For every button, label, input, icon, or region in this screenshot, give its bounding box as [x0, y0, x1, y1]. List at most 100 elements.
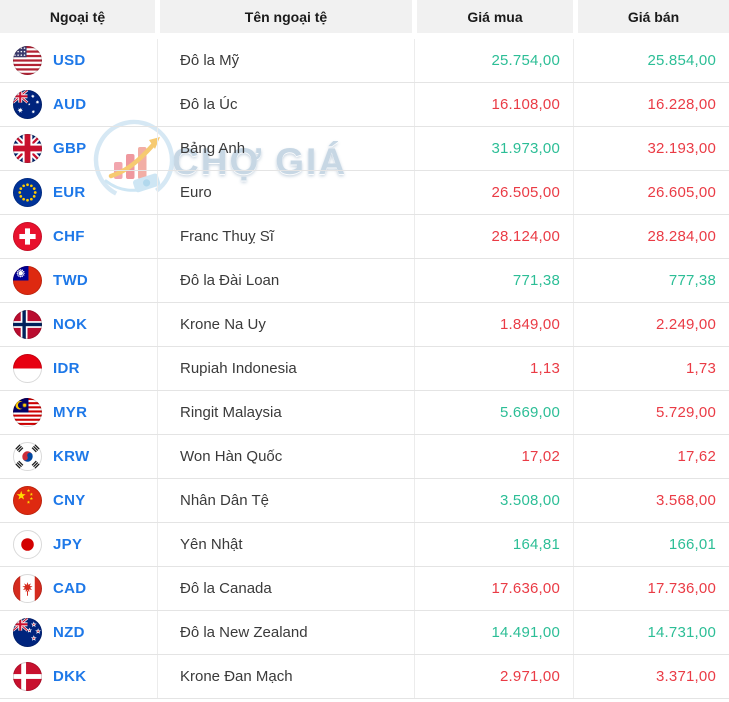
table-row: KRW Won Hàn Quốc 17,02 17,62	[0, 435, 729, 479]
sell-price: 3.568,00	[656, 492, 716, 509]
sell-price: 25.854,00	[647, 52, 716, 69]
sell-price: 17,62	[677, 448, 716, 465]
table-row: JPY Yên Nhật 164,81 166,01	[0, 523, 729, 567]
header-buy-price: Giá mua	[417, 0, 573, 33]
currency-cell: AUD	[0, 83, 158, 126]
flag-eur-icon	[13, 178, 42, 207]
currency-name: Đô la Úc	[158, 83, 415, 126]
currency-code-link[interactable]: CHF	[53, 228, 85, 245]
currency-name: Krone Na Uy	[158, 303, 415, 346]
buy-price: 3.508,00	[415, 479, 574, 522]
currency-name: Bảng Anh	[158, 127, 415, 170]
sell-price: 32.193,00	[647, 140, 716, 157]
currency-name: Rupiah Indonesia	[158, 347, 415, 390]
currency-cell: CAD	[0, 567, 158, 610]
currency-cell: GBP	[0, 127, 158, 170]
currency-name: Franc Thuỵ Sĩ	[158, 215, 415, 258]
flag-chf-icon	[13, 222, 42, 251]
currency-code-link[interactable]: IDR	[53, 360, 80, 377]
table-row: NOK Krone Na Uy 1.849,00 2.249,00	[0, 303, 729, 347]
flag-aud-icon	[13, 90, 42, 119]
buy-price: 1.849,00	[415, 303, 574, 346]
sell-price: 14.731,00	[647, 624, 716, 641]
currency-cell: NOK	[0, 303, 158, 346]
currency-name: Yên Nhật	[158, 523, 415, 566]
flag-cad-icon	[13, 574, 42, 603]
flag-usd-icon	[13, 46, 42, 75]
sell-price: 26.605,00	[647, 184, 716, 201]
currency-cell: TWD	[0, 259, 158, 302]
table-row: CHF Franc Thuỵ Sĩ 28.124,00 28.284,00	[0, 215, 729, 259]
buy-price: 28.124,00	[415, 215, 574, 258]
table-row: EUR Euro 26.505,00 26.605,00	[0, 171, 729, 215]
buy-price: 1,13	[415, 347, 574, 390]
table-row: USD Đô la Mỹ 25.754,00 25.854,00	[0, 39, 729, 83]
currency-name: Đô la Canada	[158, 567, 415, 610]
table-row: DKK Krone Đan Mạch 2.971,00 3.371,00	[0, 655, 729, 699]
flag-myr-icon	[13, 398, 42, 427]
sell-price: 166,01	[668, 536, 716, 553]
currency-code-link[interactable]: MYR	[53, 404, 88, 421]
table-row: TWD Đô la Đài Loan 771,38 777,38	[0, 259, 729, 303]
currency-cell: CNY	[0, 479, 158, 522]
flag-jpy-icon	[13, 530, 42, 559]
currency-cell: IDR	[0, 347, 158, 390]
currency-name: Krone Đan Mạch	[158, 655, 415, 698]
header-sell-price: Giá bán	[578, 0, 729, 33]
currency-name: Đô la Mỹ	[158, 39, 415, 82]
sell-price: 17.736,00	[647, 580, 716, 597]
currency-code-link[interactable]: EUR	[53, 184, 86, 201]
flag-gbp-icon	[13, 134, 42, 163]
currency-code-link[interactable]: DKK	[53, 668, 87, 685]
buy-price: 14.491,00	[415, 611, 574, 654]
currency-code-link[interactable]: NZD	[53, 624, 85, 641]
table-row: CNY Nhân Dân Tệ 3.508,00 3.568,00	[0, 479, 729, 523]
buy-price: 5.669,00	[415, 391, 574, 434]
sell-price: 1,73	[686, 360, 716, 377]
table-row: CAD Đô la Canada 17.636,00 17.736,00	[0, 567, 729, 611]
currency-code-link[interactable]: CAD	[53, 580, 87, 597]
table-row: NZD Đô la New Zealand 14.491,00 14.731,0…	[0, 611, 729, 655]
currency-cell: NZD	[0, 611, 158, 654]
buy-price: 25.754,00	[415, 39, 574, 82]
buy-price: 31.973,00	[415, 127, 574, 170]
sell-price: 777,38	[668, 272, 716, 289]
currency-code-link[interactable]: NOK	[53, 316, 88, 333]
currency-name: Ringit Malaysia	[158, 391, 415, 434]
table-row: GBP Bảng Anh 31.973,00 32.193,00	[0, 127, 729, 171]
table-row: IDR Rupiah Indonesia 1,13 1,73	[0, 347, 729, 391]
currency-code-link[interactable]: GBP	[53, 140, 87, 157]
flag-nzd-icon	[13, 618, 42, 647]
sell-price: 2.249,00	[656, 316, 716, 333]
currency-name: Nhân Dân Tệ	[158, 479, 415, 522]
currency-code-link[interactable]: USD	[53, 52, 86, 69]
currency-name: Euro	[158, 171, 415, 214]
currency-name: Won Hàn Quốc	[158, 435, 415, 478]
sell-price: 16.228,00	[647, 96, 716, 113]
table-row: AUD Đô la Úc 16.108,00 16.228,00	[0, 83, 729, 127]
buy-price: 771,38	[415, 259, 574, 302]
currency-code-link[interactable]: CNY	[53, 492, 86, 509]
exchange-rate-table: USD Đô la Mỹ 25.754,00 25.854,00 AUD Đô …	[0, 39, 729, 699]
currency-cell: USD	[0, 39, 158, 82]
buy-price: 2.971,00	[415, 655, 574, 698]
currency-cell: CHF	[0, 215, 158, 258]
currency-code-link[interactable]: JPY	[53, 536, 83, 553]
currency-name: Đô la New Zealand	[158, 611, 415, 654]
buy-price: 26.505,00	[415, 171, 574, 214]
flag-cny-icon	[13, 486, 42, 515]
currency-code-link[interactable]: KRW	[53, 448, 90, 465]
flag-twd-icon	[13, 266, 42, 295]
currency-code-link[interactable]: AUD	[53, 96, 87, 113]
currency-code-link[interactable]: TWD	[53, 272, 89, 289]
currency-cell: DKK	[0, 655, 158, 698]
table-header-row: Ngoại tệ Tên ngoại tệ Giá mua Giá bán	[0, 0, 729, 33]
header-currency-name: Tên ngoại tệ	[160, 0, 412, 33]
sell-price: 3.371,00	[656, 668, 716, 685]
table-row: MYR Ringit Malaysia 5.669,00 5.729,00	[0, 391, 729, 435]
buy-price: 17,02	[415, 435, 574, 478]
flag-nok-icon	[13, 310, 42, 339]
flag-idr-icon	[13, 354, 42, 383]
currency-cell: JPY	[0, 523, 158, 566]
flag-dkk-icon	[13, 662, 42, 691]
